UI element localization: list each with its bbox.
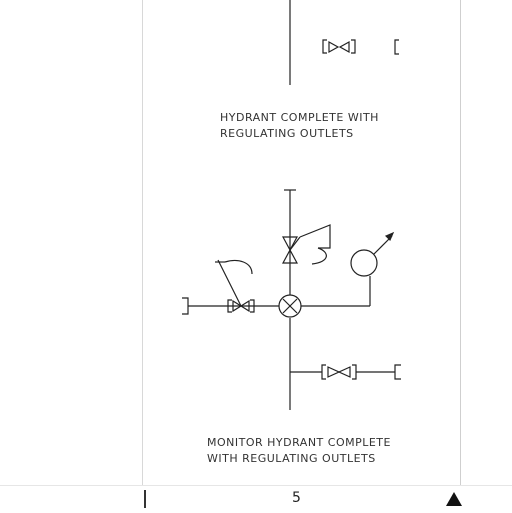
caption-hydrant: HYDRANT COMPLETE WITH REGULATING OUTLETS xyxy=(220,110,379,142)
up-triangle-icon[interactable] xyxy=(444,490,464,508)
gate-valve-low xyxy=(321,364,357,380)
valve-left xyxy=(215,259,255,313)
document-page: HYDRANT COMPLETE WITH REGULATING OUTLETS… xyxy=(0,0,461,485)
outlet-cap-low xyxy=(394,364,401,380)
page-number: 5 xyxy=(292,490,301,506)
cross-fitting xyxy=(278,294,302,318)
caption-monitor-hydrant: MONITOR HYDRANT COMPLETE WITH REGULATING… xyxy=(207,435,391,467)
page-edge-left xyxy=(142,0,143,485)
outlet-cap-top xyxy=(394,39,399,55)
valve-vertical xyxy=(281,224,331,265)
outlet-cap-left xyxy=(182,297,189,315)
caption-hydrant-line2: REGULATING OUTLETS xyxy=(220,127,354,140)
scroll-position-marker[interactable] xyxy=(144,490,146,508)
page-edge-right xyxy=(460,0,461,485)
viewer-footer: 5 xyxy=(0,485,512,513)
caption-monitor-line1: MONITOR HYDRANT COMPLETE xyxy=(207,436,391,449)
caption-hydrant-line1: HYDRANT COMPLETE WITH xyxy=(220,111,379,124)
monitor-nozzle xyxy=(350,231,395,277)
gate-valve-top xyxy=(322,39,356,54)
piping-diagram xyxy=(182,0,401,410)
caption-monitor-line2: WITH REGULATING OUTLETS xyxy=(207,452,376,465)
page-margin-left xyxy=(0,0,143,485)
